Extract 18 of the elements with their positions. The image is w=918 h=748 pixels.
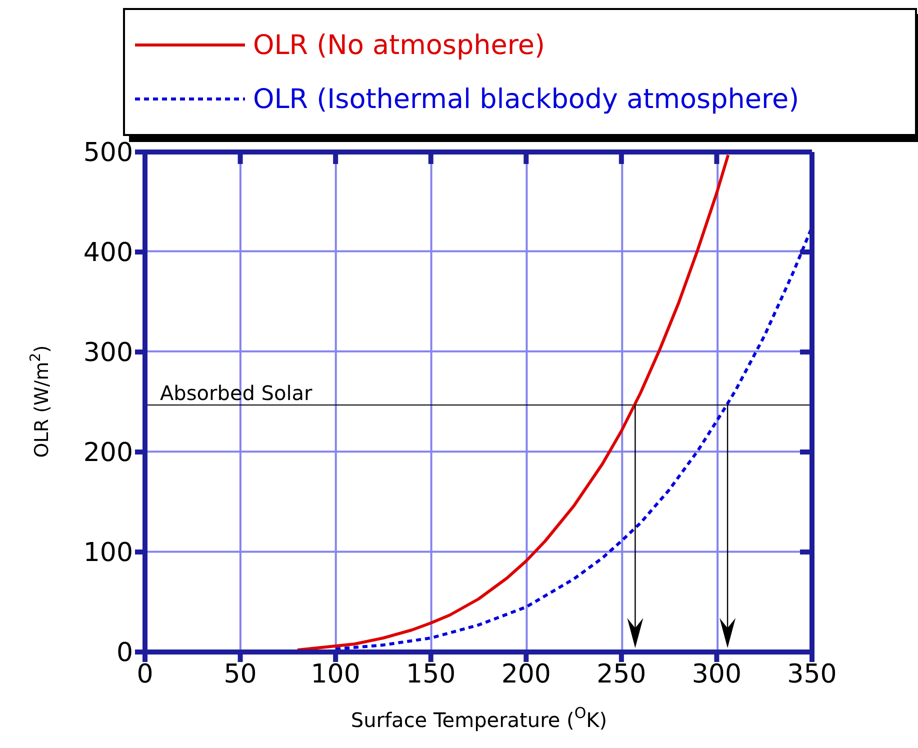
x-tick-label: 350 [787, 659, 837, 690]
y-tick-label: 400 [83, 238, 133, 268]
y-tick-label: 0 [116, 638, 133, 668]
x-tick-label: 200 [501, 659, 551, 690]
x-tick-label: 250 [596, 659, 646, 690]
legend-label: OLR (No atmosphere) [253, 30, 546, 60]
y-tick-label: 500 [83, 138, 133, 168]
y-tick-label: 100 [83, 538, 133, 568]
ref-line-label: Absorbed Solar [160, 381, 314, 406]
y-tick-label: 200 [83, 438, 133, 468]
legend-label: OLR (Isothermal blackbody atmosphere) [253, 84, 800, 114]
x-tick-label: 0 [136, 659, 154, 690]
x-tick-label: 100 [310, 659, 360, 690]
x-tick-label: 50 [224, 659, 257, 690]
x-tick-label: 300 [692, 659, 742, 690]
x-axis-title: Surface Temperature ($^{O}$K) [350, 704, 608, 732]
x-tick-label: 150 [406, 659, 456, 690]
y-tick-label: 300 [83, 338, 133, 368]
